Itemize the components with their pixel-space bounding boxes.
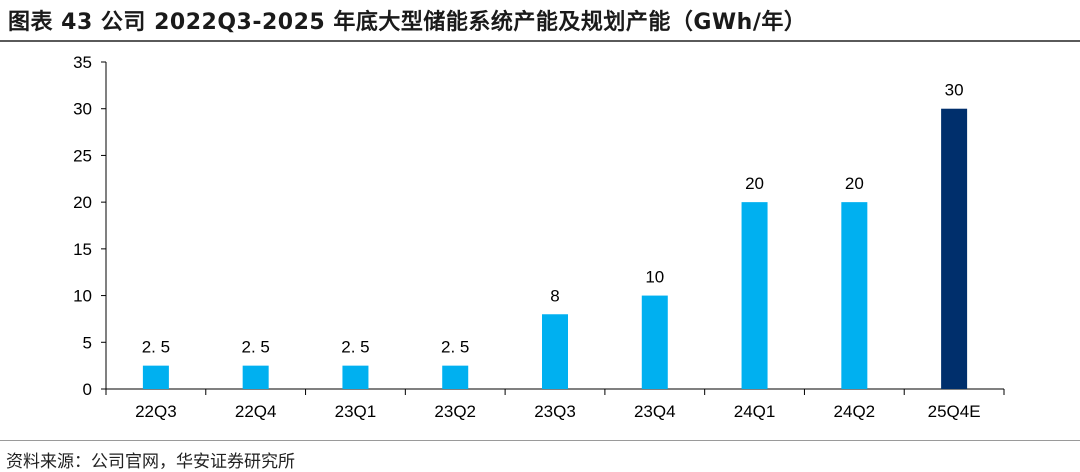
y-tick-label: 30	[73, 100, 92, 119]
x-tick-label: 23Q2	[434, 402, 476, 421]
y-axis: 0 5 10 15 20 25 30 35	[73, 53, 107, 399]
y-tick-label: 10	[73, 287, 92, 306]
bar	[242, 365, 269, 389]
x-tick-label: 22Q3	[135, 402, 177, 421]
bar	[542, 314, 568, 389]
y-tick-label: 15	[73, 240, 92, 259]
data-label: 30	[945, 81, 964, 100]
y-tick-label: 20	[73, 193, 92, 212]
data-labels: 2. 5 2. 5 2. 5 2. 5 8 10 20 20 30	[142, 81, 964, 357]
x-tick-label: 22Q4	[235, 402, 277, 421]
x-tick-label: 23Q4	[634, 402, 676, 421]
y-tick-label: 35	[73, 53, 92, 72]
x-tick-label: 23Q3	[534, 402, 576, 421]
data-label: 20	[845, 174, 864, 193]
bar	[841, 202, 868, 389]
chart-title: 图表 43 公司 2022Q3-2025 年底大型储能系统产能及规划产能（GWh…	[8, 10, 807, 35]
data-label: 8	[550, 286, 559, 305]
bar	[641, 295, 668, 389]
source-note: 资料来源：公司官网，华安证券研究所	[6, 452, 295, 472]
bar	[142, 365, 169, 389]
y-tick-label: 0	[83, 380, 92, 399]
x-axis: 22Q3 22Q4 23Q1 23Q2 23Q3 23Q4 24Q1 24Q2 25Q4E	[105, 388, 1005, 421]
data-label: 2. 5	[241, 338, 269, 357]
x-tick-label: 24Q1	[734, 402, 776, 421]
data-label: 2. 5	[341, 338, 369, 357]
bar	[342, 365, 369, 389]
x-tick-label: 24Q2	[834, 402, 876, 421]
x-tick-label: 23Q1	[335, 402, 377, 421]
bars	[142, 108, 968, 389]
bar	[442, 365, 469, 389]
source-divider	[0, 440, 1080, 441]
data-label: 20	[745, 174, 764, 193]
y-tick-label: 5	[83, 333, 92, 352]
bar	[741, 202, 768, 389]
title-divider	[0, 40, 1080, 42]
data-label: 10	[645, 268, 664, 287]
data-label: 2. 5	[142, 338, 170, 357]
y-tick-label: 25	[73, 146, 92, 165]
data-label: 2. 5	[441, 338, 469, 357]
x-tick-label: 25Q4E	[928, 402, 981, 421]
bar-planned	[941, 108, 968, 389]
